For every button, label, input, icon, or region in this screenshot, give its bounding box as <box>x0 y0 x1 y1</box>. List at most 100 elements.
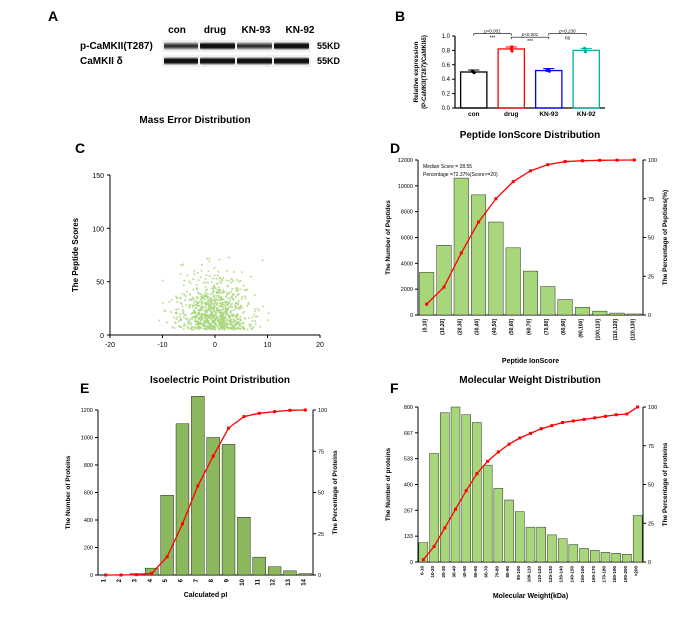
svg-text:110-120: 110-120 <box>537 566 542 583</box>
svg-text:100: 100 <box>648 405 657 411</box>
svg-text:12000: 12000 <box>398 158 413 164</box>
panel-d-title: Peptide IonScore Distribution <box>430 130 630 141</box>
svg-text:(60,70]: (60,70] <box>527 319 533 335</box>
svg-text:p=0.236: p=0.236 <box>558 29 576 34</box>
wb-band <box>200 57 235 65</box>
panel-a-label: A <box>48 8 58 24</box>
wb-cond-0: con <box>162 25 192 36</box>
svg-text:800: 800 <box>404 405 413 411</box>
svg-text:10000: 10000 <box>398 184 413 190</box>
bar-chart-b: 0.00.20.40.60.81.0condrugKN-93KN-92Relat… <box>400 20 650 135</box>
svg-text:190-200: 190-200 <box>623 566 628 583</box>
panel-e-title: Isoelectric Point Dristribution <box>120 375 320 386</box>
svg-text:Relative expression: Relative expression <box>413 41 420 102</box>
svg-text:130-140: 130-140 <box>559 566 564 583</box>
svg-text:267: 267 <box>404 508 413 514</box>
svg-text:40-50: 40-50 <box>462 566 467 578</box>
svg-text:***: *** <box>527 39 533 45</box>
svg-text:2000: 2000 <box>401 287 413 293</box>
svg-text:20: 20 <box>316 342 324 349</box>
svg-text:1.0: 1.0 <box>442 34 451 40</box>
svg-text:0.0: 0.0 <box>442 106 451 112</box>
svg-text:The Number of Peptides: The Number of Peptides <box>385 200 392 275</box>
wb-band <box>164 42 199 50</box>
svg-text:75: 75 <box>318 449 324 455</box>
svg-text:50: 50 <box>648 483 654 489</box>
svg-text:800: 800 <box>84 463 93 469</box>
wb-band <box>200 42 235 50</box>
svg-text:70-80: 70-80 <box>494 566 499 578</box>
svg-text:The Percentage of Proteins: The Percentage of Proteins <box>332 450 339 535</box>
svg-text:0.2: 0.2 <box>442 92 451 98</box>
svg-text:Molecular Weight(kDa): Molecular Weight(kDa) <box>493 593 568 600</box>
svg-text:***: *** <box>490 36 496 42</box>
svg-text:0: 0 <box>318 573 321 579</box>
svg-text:ns: ns <box>565 36 571 42</box>
histogram-d: 0200040006000800010000120000255075100(0,… <box>370 145 680 370</box>
svg-text:5: 5 <box>163 578 169 582</box>
svg-text:The Percentage of proteins: The Percentage of proteins <box>662 442 669 526</box>
svg-text:9: 9 <box>225 578 231 582</box>
svg-text:140-150: 140-150 <box>569 566 574 583</box>
svg-text:30-40: 30-40 <box>452 566 457 578</box>
wb-bands-0 <box>162 40 311 52</box>
svg-text:25: 25 <box>318 532 324 538</box>
svg-text:90-100: 90-100 <box>516 566 521 581</box>
scatter-chart-c: -20-1001020050100150The Peptide Scores <box>60 155 340 365</box>
svg-text:p<0.001: p<0.001 <box>521 32 539 37</box>
svg-text:drug: drug <box>504 111 518 118</box>
svg-text:160-170: 160-170 <box>591 566 596 583</box>
wb-band <box>237 57 272 65</box>
svg-text:8000: 8000 <box>401 210 413 216</box>
svg-text:3: 3 <box>132 578 138 582</box>
svg-text:0.8: 0.8 <box>442 48 451 54</box>
histogram-f: 013326740053366780002550751000-1010-2020… <box>370 390 680 615</box>
svg-text:400: 400 <box>404 483 413 489</box>
svg-text:100: 100 <box>92 226 104 233</box>
svg-text:(120,130]: (120,130] <box>630 319 636 341</box>
wb-kd-1: 55KD <box>317 56 340 66</box>
svg-text:KN-93: KN-93 <box>539 111 558 118</box>
svg-text:(110,120]: (110,120] <box>613 319 619 340</box>
svg-text:50-60: 50-60 <box>473 566 478 578</box>
wb-band <box>164 57 199 65</box>
svg-text:Percentage =72.37%(Score>=20): Percentage =72.37%(Score>=20) <box>423 172 498 178</box>
svg-text:0: 0 <box>90 573 93 579</box>
svg-text:11: 11 <box>255 578 261 585</box>
svg-text:0-10: 0-10 <box>419 566 424 576</box>
svg-text:8: 8 <box>209 578 215 582</box>
wb-cond-1: drug <box>200 25 230 36</box>
svg-text:0: 0 <box>648 560 651 566</box>
svg-text:(20,30]: (20,30] <box>457 319 463 335</box>
svg-text:2: 2 <box>117 578 123 582</box>
svg-text:(90,100]: (90,100] <box>578 319 584 338</box>
panel-a-title: Mass Error Distribution <box>120 115 270 126</box>
svg-text:50: 50 <box>648 236 654 242</box>
svg-text:con: con <box>468 111 480 118</box>
wb-cond-3: KN-92 <box>282 25 318 36</box>
svg-text:20-30: 20-30 <box>441 566 446 578</box>
svg-text:(0,10]: (0,10] <box>423 319 429 332</box>
svg-text:75: 75 <box>648 444 654 450</box>
svg-text:The Number of Proteins: The Number of Proteins <box>65 455 72 529</box>
svg-text:14: 14 <box>301 578 307 585</box>
svg-text:0: 0 <box>213 342 217 349</box>
svg-text:10: 10 <box>240 578 246 585</box>
svg-text:400: 400 <box>84 518 93 524</box>
svg-text:50: 50 <box>318 491 324 497</box>
svg-text:150-160: 150-160 <box>580 566 585 583</box>
svg-text:0.4: 0.4 <box>442 77 451 83</box>
svg-text:0: 0 <box>410 313 413 319</box>
svg-text:Peptide IonScore: Peptide IonScore <box>502 358 559 365</box>
svg-text:1200: 1200 <box>81 408 93 414</box>
svg-text:533: 533 <box>404 457 413 463</box>
svg-text:100: 100 <box>648 158 657 164</box>
svg-text:10-20: 10-20 <box>430 566 435 578</box>
svg-text:4: 4 <box>148 578 154 582</box>
svg-text:60-70: 60-70 <box>484 566 489 578</box>
wb-row-0: p-CaMKII(T287) 55KD <box>80 40 340 52</box>
wb-kd-0: 55KD <box>317 41 340 51</box>
wb-header: con drug KN-93 KN-92 <box>162 25 340 36</box>
svg-text:Calculated pI: Calculated pI <box>184 592 228 599</box>
svg-text:1: 1 <box>102 578 108 582</box>
